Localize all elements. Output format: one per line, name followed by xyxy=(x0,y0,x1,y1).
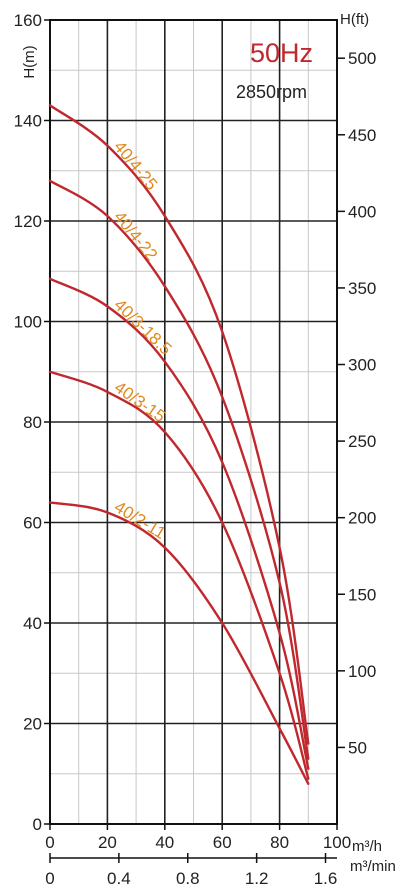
right-axis-ticks: 50 100 150 200 250 300 350 400 450 500 xyxy=(337,49,376,757)
x-tick-label: 20 xyxy=(98,833,117,852)
x-tick-label: 80 xyxy=(270,833,289,852)
secondary-x-tick-label: 1.2 xyxy=(245,869,269,888)
secondary-x-tick-label: 0.4 xyxy=(107,869,131,888)
y-tick-label: 120 xyxy=(14,212,42,231)
right-tick-label: 400 xyxy=(348,202,376,221)
right-tick-label: 100 xyxy=(348,662,376,681)
curve-label: 40/2-11 xyxy=(111,497,169,543)
x-tick-label: 100 xyxy=(323,833,351,852)
curve-40/2-11 xyxy=(48,501,310,785)
right-tick-label: 350 xyxy=(348,279,376,298)
y-tick-label: 100 xyxy=(14,313,42,332)
y-tick-label: 60 xyxy=(23,514,42,533)
y-tick-label: 40 xyxy=(23,614,42,633)
x-axis-ticks: 0 20 40 60 80 100 xyxy=(45,824,351,852)
left-axis-ticks: 0 20 40 60 80 100 120 140 160 xyxy=(14,11,50,834)
right-tick-label: 300 xyxy=(348,356,376,375)
x-tick-label: 0 xyxy=(45,833,54,852)
x-axis-unit: m³/h xyxy=(352,838,382,855)
curve-40/3-15 xyxy=(48,370,310,780)
right-tick-label: 500 xyxy=(348,49,376,68)
right-tick-label: 50 xyxy=(348,738,367,757)
y-tick-label: 80 xyxy=(23,413,42,432)
x-tick-label: 60 xyxy=(213,833,232,852)
speed-badge: 2850rpm xyxy=(236,82,307,102)
performance-curves xyxy=(48,104,310,785)
curve-40/4-25 xyxy=(48,104,310,745)
right-tick-label: 450 xyxy=(348,126,376,145)
y-tick-label: 160 xyxy=(14,11,42,30)
curve-40/3-18.5 xyxy=(48,277,310,770)
right-tick-label: 200 xyxy=(348,509,376,528)
right-tick-label: 250 xyxy=(348,432,376,451)
left-axis-title: H(m) xyxy=(21,45,38,78)
grid xyxy=(50,20,337,824)
x-tick-label: 40 xyxy=(155,833,174,852)
y-tick-label: 0 xyxy=(33,815,42,834)
curve-40/4-22 xyxy=(48,179,310,760)
right-tick-label: 150 xyxy=(348,585,376,604)
curve-label: 40/3-15 xyxy=(111,378,169,427)
frequency-badge: 50Hz xyxy=(250,38,313,68)
right-axis-title: H(ft) xyxy=(340,11,369,28)
y-tick-label: 140 xyxy=(14,112,42,131)
secondary-x-tick-label: 0.8 xyxy=(176,869,200,888)
secondary-x-axis-unit: m³/min xyxy=(350,858,396,875)
secondary-x-axis-ticks: 0 0.4 0.8 1.2 1.6 xyxy=(45,853,337,888)
secondary-x-tick-label: 0 xyxy=(45,869,54,888)
y-tick-label: 20 xyxy=(23,715,42,734)
secondary-x-tick-label: 1.6 xyxy=(314,869,338,888)
